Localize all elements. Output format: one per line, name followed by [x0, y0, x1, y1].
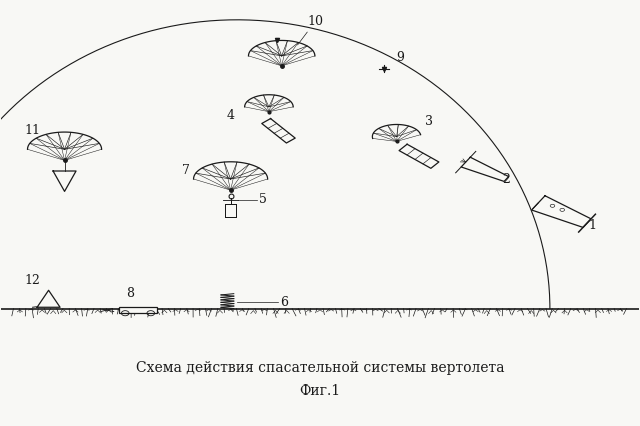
Text: 7: 7: [182, 164, 190, 177]
Text: 1: 1: [588, 219, 596, 232]
Text: 5: 5: [259, 193, 268, 206]
Text: 8: 8: [126, 287, 134, 299]
Text: 2: 2: [502, 173, 510, 186]
Polygon shape: [53, 171, 76, 191]
Text: 12: 12: [25, 274, 40, 287]
Bar: [119, 307, 157, 313]
Text: 9: 9: [397, 52, 404, 64]
Text: 11: 11: [24, 124, 40, 137]
Polygon shape: [37, 290, 60, 307]
Text: 3: 3: [426, 115, 433, 128]
Text: 4: 4: [227, 109, 235, 122]
Text: Схема действия спасательной системы вертолета: Схема действия спасательной системы верт…: [136, 361, 504, 375]
Text: 10: 10: [307, 15, 323, 28]
Text: 6: 6: [280, 296, 288, 309]
Text: Фиг.1: Фиг.1: [300, 384, 340, 398]
